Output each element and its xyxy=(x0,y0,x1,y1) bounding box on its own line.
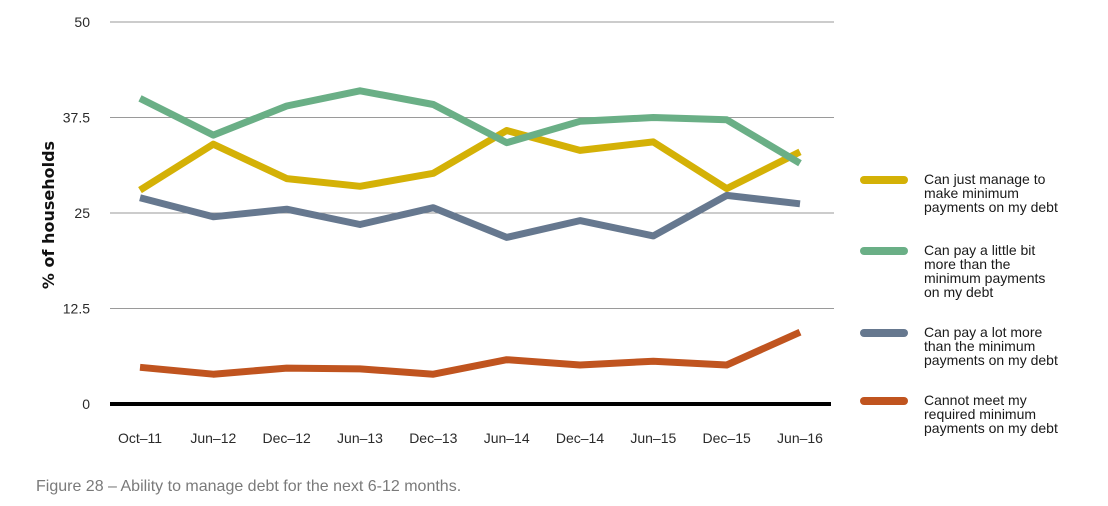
series-line-4 xyxy=(139,329,802,378)
legend-label: Cannot meet my required minimum payments… xyxy=(924,392,1058,436)
y-tick-label: 12.5 xyxy=(63,301,90,317)
legend-swatch xyxy=(860,397,908,405)
y-tick-label: 50 xyxy=(74,14,90,30)
legend-swatch xyxy=(860,247,908,255)
gridlines xyxy=(110,21,834,309)
series-line-2 xyxy=(138,87,802,167)
legend-item: Can pay a little bit more than the minim… xyxy=(860,243,1100,325)
legend-swatch xyxy=(860,329,908,337)
series-lines xyxy=(138,87,802,378)
x-tick-label: Dec–14 xyxy=(556,430,604,446)
x-tick-label: Dec–13 xyxy=(409,430,457,446)
y-axis-label: % of households xyxy=(39,141,58,289)
series-line-1 xyxy=(138,127,802,194)
x-tick-label: Jun–15 xyxy=(630,430,676,446)
legend-item: Can just manage to make minimum payments… xyxy=(860,172,1100,243)
x-tick-label: Jun–14 xyxy=(484,430,530,446)
y-tick-labels: 0 12.5 25 37.5 50 xyxy=(63,14,90,412)
x-tick-label: Jun–12 xyxy=(190,430,236,446)
legend-swatch xyxy=(860,176,908,184)
series-line-3 xyxy=(139,191,801,241)
x-tick-label: Oct–11 xyxy=(118,430,162,446)
legend-label: Can just manage to make minimum payments… xyxy=(924,171,1058,215)
legend-item: Can pay a lot more than the minimum paym… xyxy=(860,325,1100,393)
y-tick-label: 0 xyxy=(82,396,90,412)
x-tick-label: Jun–16 xyxy=(777,430,823,446)
legend: Can just manage to make minimum payments… xyxy=(860,172,1100,435)
line-chart: 0 12.5 25 37.5 50 Oct–11 Jun–12 Dec–12 Jun–13 De… xyxy=(39,14,834,446)
y-tick-label: 37.5 xyxy=(63,110,90,126)
x-tick-labels: Oct–11 Jun–12 Dec–12 Jun–13 Dec–13 Jun–14 Dec–… xyxy=(118,430,823,446)
y-tick-label: 25 xyxy=(74,205,90,221)
x-tick-label: Jun–13 xyxy=(337,430,383,446)
legend-label: Can pay a lot more than the minimum paym… xyxy=(924,324,1058,368)
legend-label: Can pay a little bit more than the minim… xyxy=(924,242,1046,300)
figure-caption: Figure 28 – Ability to manage debt for t… xyxy=(36,478,462,495)
x-tick-label: Dec–15 xyxy=(703,430,751,446)
x-tick-label: Dec–12 xyxy=(263,430,311,446)
